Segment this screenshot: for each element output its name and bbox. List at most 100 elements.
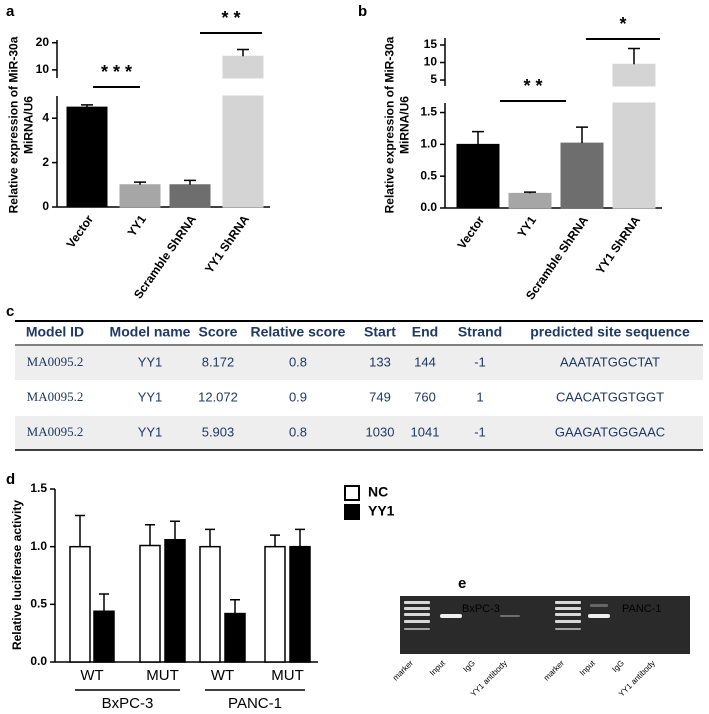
bar [139, 544, 161, 663]
bar [69, 545, 91, 663]
table-cell: YY1 [138, 389, 163, 404]
table-cell: CAACATGGTGGT [556, 389, 664, 404]
panel-label: e [458, 575, 466, 592]
x-tick-label: YY1 ShRNA [593, 213, 643, 276]
y-tick-label: 1.0 [30, 539, 47, 553]
bar [93, 610, 115, 663]
table-cell: 0.8 [289, 354, 307, 369]
panel-label: a [6, 3, 15, 20]
group-label: BxPC-3 [102, 695, 154, 712]
table-cell: 133 [369, 354, 391, 369]
y-tick-label: 0.5 [420, 168, 437, 182]
error-bar [295, 528, 305, 547]
y-tick-label: 1.5 [420, 105, 437, 119]
legend-swatch [344, 485, 360, 501]
x-tick-label: MUT [146, 667, 179, 684]
lane-label: marker [391, 658, 415, 682]
table-cell: GAAGATGGGAAC [555, 424, 665, 439]
lane-label: IgG [461, 659, 476, 674]
x-tick-label: Vector [455, 213, 488, 251]
x-tick-label: YY1 ShRNA [202, 212, 252, 275]
y-tick-label: 20 [36, 35, 50, 49]
legend-label: YY1 [368, 503, 395, 519]
error-bar [134, 181, 146, 185]
lane-label: marker [542, 658, 566, 682]
gel-bands [404, 601, 610, 630]
error-bar [184, 179, 196, 185]
bar [199, 545, 221, 663]
bar [560, 142, 604, 209]
gel-image [400, 596, 690, 654]
cell-line-label: PANC-1 [622, 603, 662, 615]
table-cell: 1030 [366, 424, 395, 439]
table-cell: 760 [414, 389, 436, 404]
legend-swatch [344, 504, 360, 520]
x-tick-label: Vector [64, 212, 97, 250]
significance-label: * * [523, 76, 542, 96]
table-cell: 5.903 [202, 424, 235, 439]
y-axis-label: MiRNA/U6 [22, 96, 36, 154]
y-tick-label: 10 [424, 55, 438, 69]
table-cell: -1 [474, 354, 486, 369]
y-axis-label: Relative expression of MiR-30a [7, 36, 21, 213]
table-header: Score [199, 324, 238, 340]
table-header: Model name [110, 324, 191, 340]
table-cell: YY1 [138, 354, 163, 369]
y-tick-label: 0.0 [420, 200, 437, 214]
table-header: Strand [458, 324, 502, 340]
table-header: Start [364, 324, 396, 340]
bar [289, 545, 311, 663]
table-header: Relative score [251, 324, 346, 340]
bar [508, 192, 552, 209]
table-cell: 749 [369, 389, 391, 404]
y-tick-label: 2 [42, 155, 49, 169]
error-bar [75, 514, 85, 547]
y-tick-label: 15 [424, 37, 438, 51]
y-axis-label: Relative expression of MiR-30a [383, 36, 397, 213]
table-cell: 12.072 [198, 389, 238, 404]
panel-label: b [358, 3, 367, 20]
error-bar [270, 534, 280, 547]
lane-label: IgG [610, 659, 625, 674]
error-bar [145, 524, 155, 546]
error-bar [170, 520, 180, 540]
table-cell: 1041 [411, 424, 440, 439]
bar [456, 143, 500, 209]
y-axis-label: MiRNA/U6 [398, 96, 412, 154]
bar [66, 106, 108, 208]
error-bar [524, 191, 536, 194]
error-bar [205, 528, 215, 547]
row-background [15, 346, 703, 380]
y-tick-label: 0.0 [30, 654, 47, 668]
table-cell: AAATATGGCTAT [560, 354, 660, 369]
y-axis-label: Relative luciferase activity [10, 500, 24, 650]
table-cell: YY1 [138, 424, 163, 439]
y-tick-label: 0.5 [30, 597, 47, 611]
table-header: predicted site sequence [530, 324, 690, 340]
group-label: PANC-1 [228, 695, 282, 712]
error-bar [99, 593, 109, 612]
bar [224, 612, 246, 663]
y-tick-label: 0 [42, 199, 49, 213]
cell-line-label: BxPC-3 [462, 603, 500, 615]
lane-label: Input [578, 658, 597, 677]
y-tick-label: 10 [36, 62, 50, 76]
x-tick-label: MUT [271, 667, 304, 684]
bar [222, 55, 264, 208]
table-header: Model ID [26, 324, 84, 340]
table-header: End [412, 324, 438, 340]
y-tick-label: 1.5 [30, 481, 47, 495]
bar [264, 545, 286, 663]
error-bar [230, 598, 240, 614]
error-bar [81, 104, 93, 108]
table-cell: MA0095.2 [27, 389, 84, 404]
bar [164, 538, 186, 663]
table-cell: 8.172 [202, 354, 235, 369]
bar [119, 184, 161, 208]
panel-label: d [6, 471, 15, 488]
row-background [15, 416, 703, 450]
y-tick-label: 4 [42, 110, 49, 124]
table-cell: 1 [476, 389, 483, 404]
